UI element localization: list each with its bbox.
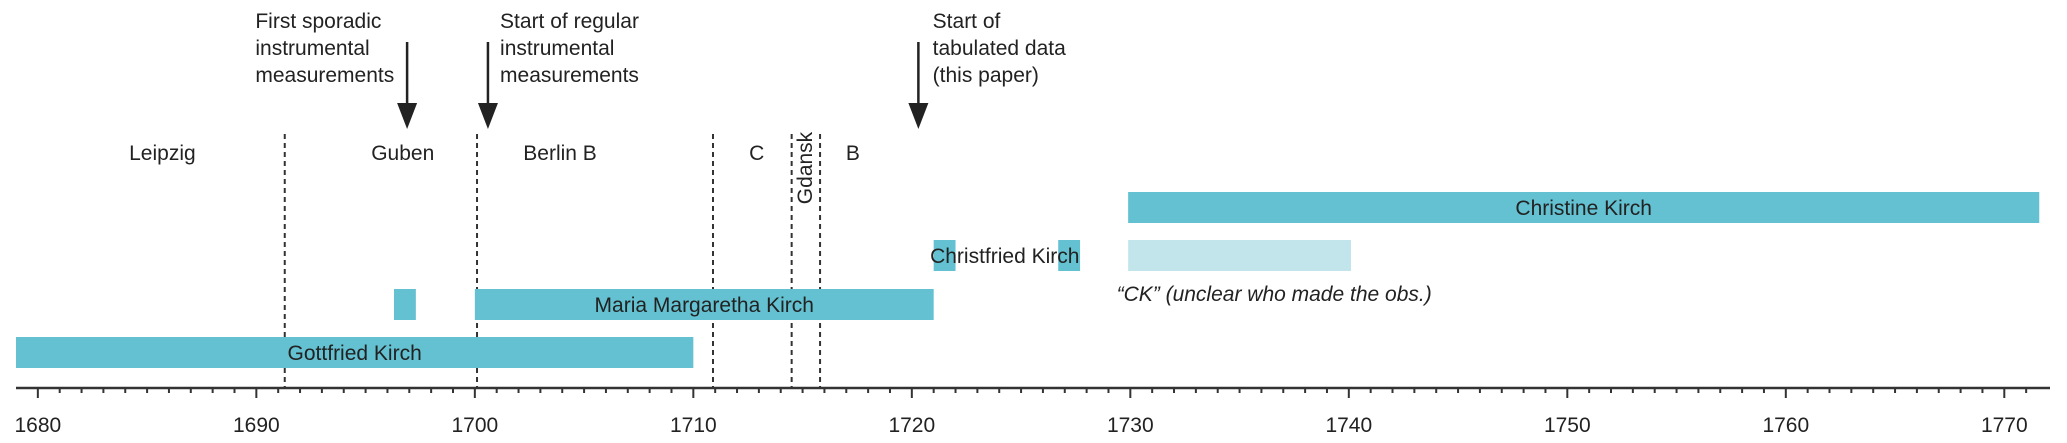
- tick-label: 1710: [670, 414, 717, 437]
- location-label: Guben: [371, 142, 434, 165]
- observer-bar: [1128, 240, 1352, 271]
- tick-label: 1750: [1544, 414, 1591, 437]
- location-label: Gdansk: [794, 131, 817, 204]
- observer-bar: [393, 289, 416, 320]
- bar-labels: Gottfried Kirch Maria Margaretha Kirch Chr…: [288, 197, 1652, 365]
- annotation-text: Start of regular instrumental measurements: [500, 10, 639, 87]
- annotation-line: (this paper): [933, 64, 1039, 87]
- annotation-text: First sporadic instrumental measurements: [255, 10, 394, 87]
- tick-label: 1700: [451, 414, 498, 437]
- observer-bar: [474, 289, 934, 320]
- annotation-arrow-head: [397, 103, 418, 129]
- annotations: First sporadic instrumental measurementsSt…: [255, 10, 1066, 129]
- location-label: Berlin B: [523, 142, 597, 165]
- christfried-label: Christfried Kirch: [930, 245, 1079, 268]
- observer-bar-label: Gottfried Kirch: [288, 342, 422, 365]
- location-label: B: [846, 142, 860, 165]
- location-label: C: [749, 142, 764, 165]
- annotation-text: Start of tabulated data (this paper): [933, 10, 1066, 87]
- observer-bar: [933, 240, 956, 271]
- annotation-arrow-head: [908, 103, 929, 129]
- observer-bar-label: Christine Kirch: [1515, 197, 1652, 220]
- annotation-arrow-head: [477, 103, 498, 129]
- tick-label: 1680: [14, 414, 61, 437]
- annotation-line: Start of: [933, 10, 1001, 33]
- annotation-line: tabulated data: [933, 37, 1066, 60]
- observer-bar: [1128, 192, 2040, 223]
- tick-label: 1770: [1981, 414, 2028, 437]
- observer-bar: [16, 337, 694, 368]
- observer-bar-label: Maria Margaretha Kirch: [595, 294, 814, 317]
- location-label: Leipzig: [129, 142, 196, 165]
- ck-note: “CK” (unclear who made the obs.): [1117, 283, 1432, 306]
- annotation-line: measurements: [255, 64, 394, 87]
- annotation-line: instrumental: [255, 37, 369, 60]
- tick-label: 1690: [233, 414, 280, 437]
- tick-label: 1730: [1107, 414, 1154, 437]
- annotation-line: instrumental: [500, 37, 614, 60]
- annotation-line: First sporadic: [255, 10, 381, 33]
- observer-bars: [16, 192, 2040, 368]
- location-labels: Leipzig Guben Berlin B C Gdansk B: [129, 131, 860, 204]
- tick-label: 1740: [1325, 414, 1372, 437]
- tick-label: 1720: [888, 414, 935, 437]
- annotation-line: Start of regular: [500, 10, 639, 33]
- x-axis: 1680 1690 1700 1710 1720 1730 1740 1750 1760 1770: [14, 386, 2050, 437]
- annotation-line: measurements: [500, 64, 639, 87]
- observer-bar: [1058, 240, 1081, 271]
- tick-label: 1760: [1762, 414, 1809, 437]
